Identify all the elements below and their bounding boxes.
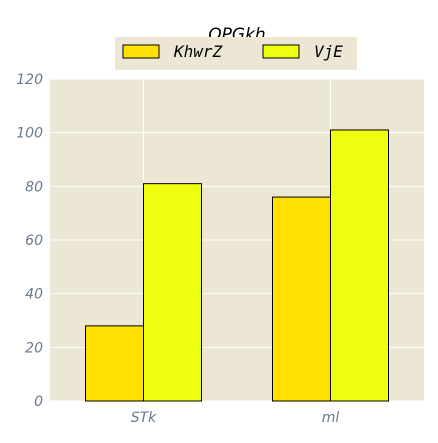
x-tick-label: ml <box>322 410 340 426</box>
legend-label: VjE <box>314 42 343 61</box>
bar-KhwrZ-ml <box>272 196 331 402</box>
y-axis-ticks: 0 20 40 60 80 100 120 <box>16 72 43 410</box>
y-tick-label: 100 <box>16 126 43 142</box>
legend-swatch <box>262 44 300 59</box>
y-tick-label: 80 <box>25 179 43 195</box>
x-tick-label: STk <box>131 410 157 426</box>
y-tick-label: 40 <box>25 287 43 303</box>
legend-swatch <box>122 44 160 59</box>
y-tick-label: 0 <box>34 394 43 410</box>
bar-KhwrZ-STk <box>85 325 144 402</box>
y-tick-label: 20 <box>25 340 43 356</box>
legend-label: KhwrZ <box>173 42 223 61</box>
bar-VjE-STk <box>143 183 202 402</box>
y-tick-label: 120 <box>16 72 43 88</box>
y-tick-label: 60 <box>25 233 43 249</box>
legend: KhwrZ VjE <box>115 37 357 70</box>
bars <box>85 129 389 402</box>
bar-VjE-ml <box>330 129 389 402</box>
x-axis-ticks: STk ml <box>131 410 340 426</box>
